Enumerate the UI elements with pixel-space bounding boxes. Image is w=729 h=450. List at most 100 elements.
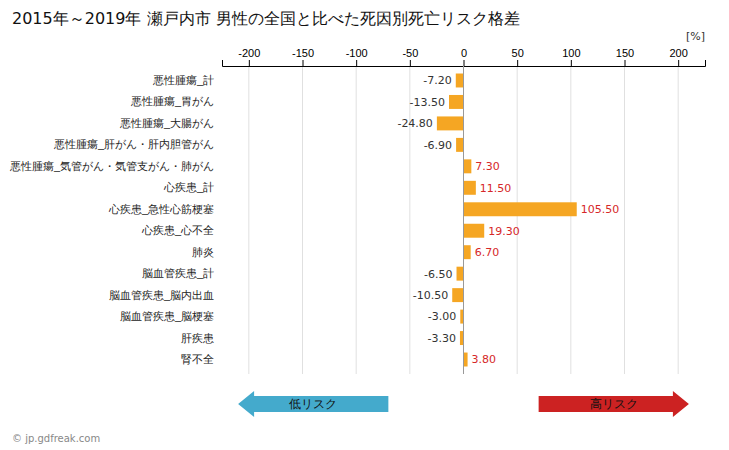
x-tick: 150 (616, 47, 634, 66)
x-tick: 100 (562, 47, 580, 66)
x-tick-mark (571, 60, 572, 66)
bar (460, 331, 464, 345)
x-tick: 200 (669, 47, 687, 66)
data-label: 19.30 (488, 225, 520, 238)
data-labels: -7.20 -13.50 -24.80 -6.90 7.30 11.50 105.50 19.… (397, 74, 619, 366)
y-tick: 脳血管疾患_脳内出血 (109, 289, 214, 301)
grid-line (302, 66, 303, 374)
bars (437, 74, 577, 367)
x-tick-mark (410, 60, 411, 66)
y-tick: 悪性腫瘍_気管がん・気管支がん・肺がん (9, 160, 214, 172)
x-axis-line (223, 60, 706, 67)
bar (464, 224, 485, 238)
risk-arrow (238, 391, 388, 417)
data-label: -3.30 (427, 332, 455, 345)
x-tick-label: 50 (512, 47, 524, 59)
grid-line (678, 66, 679, 374)
y-tick-label: 悪性腫瘍_胃がん (130, 95, 214, 107)
y-tick: 腎不全 (181, 353, 214, 365)
x-tick-label: -50 (402, 47, 418, 59)
x-tick-mark (625, 60, 626, 66)
chart: -200 -150 -100 -50 0 50 100 150 200 悪性腫瘍_計悪性腫瘍_胃が… (0, 0, 729, 450)
x-tick-label: 0 (461, 47, 467, 59)
x-tick-label: 100 (562, 47, 580, 59)
x-tick: -50 (402, 47, 418, 66)
y-tick-label: 脳血管疾患_脳内出血 (109, 289, 214, 301)
y-tick: 悪性腫瘍_肝がん・肝内胆管がん (53, 138, 214, 150)
zero-line (463, 66, 464, 374)
x-tick-mark (678, 60, 679, 66)
data-label: -3.00 (428, 310, 456, 323)
bar (464, 159, 472, 173)
grid-line (409, 66, 410, 374)
grid-line (624, 66, 625, 374)
y-tick: 心疾患_急性心筋梗塞 (108, 203, 214, 215)
y-tick-label: 心疾患_心不全 (141, 224, 214, 236)
bar (456, 74, 464, 88)
bar (464, 353, 468, 367)
data-label: 105.50 (581, 203, 620, 216)
bar (464, 245, 471, 259)
data-label: 3.80 (472, 353, 497, 366)
x-tick-label: -100 (346, 47, 368, 59)
x-tick-mark (356, 60, 357, 66)
bar (452, 288, 463, 302)
y-tick: 心疾患_計 (163, 181, 214, 193)
bar (437, 116, 464, 130)
y-tick-label: 肝疾患 (181, 332, 214, 344)
x-tick-mark (464, 60, 465, 66)
grid-line (517, 66, 518, 374)
y-tick-label: 脳血管疾患_計 (142, 267, 214, 279)
x-tick-label: -200 (238, 47, 260, 59)
x-tick: 0 (461, 47, 467, 66)
data-label: 7.30 (475, 160, 500, 173)
plot: -200 -150 -100 -50 0 50 100 150 200 悪性腫瘍_計悪性腫瘍_胃が… (9, 47, 706, 417)
data-label: -10.50 (413, 289, 448, 302)
y-tick-label: 脳血管疾患_脳梗塞 (120, 310, 214, 322)
data-label: -13.50 (410, 96, 445, 109)
y-tick-label: 肺炎 (192, 246, 214, 258)
data-label: 11.50 (480, 182, 512, 195)
x-tick: -200 (238, 47, 260, 66)
grid-line (463, 66, 464, 374)
data-label: -7.20 (423, 74, 451, 87)
y-tick-label: 心疾患_急性心筋梗塞 (108, 203, 214, 215)
x-tick-mark (517, 60, 518, 66)
grid (249, 66, 678, 374)
y-tick: 脳血管疾患_計 (142, 267, 214, 279)
bar (449, 95, 463, 109)
bar (457, 267, 464, 281)
risk-label: 低リスク (289, 397, 337, 411)
y-tick: 肝疾患 (181, 332, 214, 344)
risk-label: 高リスク (590, 397, 638, 411)
grid-line (356, 66, 357, 374)
y-tick-label: 悪性腫瘍_計 (152, 74, 214, 86)
x-axis: -200 -150 -100 -50 0 50 100 150 200 (223, 47, 706, 67)
x-tick-label: 150 (616, 47, 634, 59)
x-tick-label: -150 (292, 47, 314, 59)
y-tick-label: 腎不全 (181, 353, 214, 365)
data-label: -6.50 (424, 268, 452, 281)
y-tick: 脳血管疾患_脳梗塞 (120, 310, 214, 322)
bar (456, 138, 463, 152)
x-tick-mark (303, 60, 304, 66)
data-label: -24.80 (397, 117, 432, 130)
x-tick: 50 (512, 47, 524, 66)
x-tick: -100 (346, 47, 368, 66)
bar (464, 181, 476, 195)
y-tick-label: 悪性腫瘍_肝がん・肝内胆管がん (53, 138, 214, 150)
bar (464, 202, 577, 216)
data-label: 6.70 (475, 246, 500, 259)
y-tick-label: 心疾患_計 (163, 181, 214, 193)
y-tick: 肺炎 (192, 246, 214, 258)
data-label: -6.90 (424, 139, 452, 152)
x-tick: -150 (292, 47, 314, 66)
grid-line (248, 66, 249, 374)
y-axis: 悪性腫瘍_計悪性腫瘍_胃がん悪性腫瘍_大腸がん悪性腫瘍_肝がん・肝内胆管がん悪性… (9, 74, 214, 365)
y-tick-label: 悪性腫瘍_気管がん・気管支がん・肺がん (9, 160, 214, 172)
y-tick-label: 悪性腫瘍_大腸がん (119, 117, 214, 129)
x-tick-label: 200 (669, 47, 687, 59)
y-tick: 悪性腫瘍_大腸がん (119, 117, 214, 129)
risk-arrow (539, 391, 689, 417)
title: 2015年～2019年 瀬戸内市 男性の全国と比べた死因別死亡リスク格差 (12, 9, 520, 28)
